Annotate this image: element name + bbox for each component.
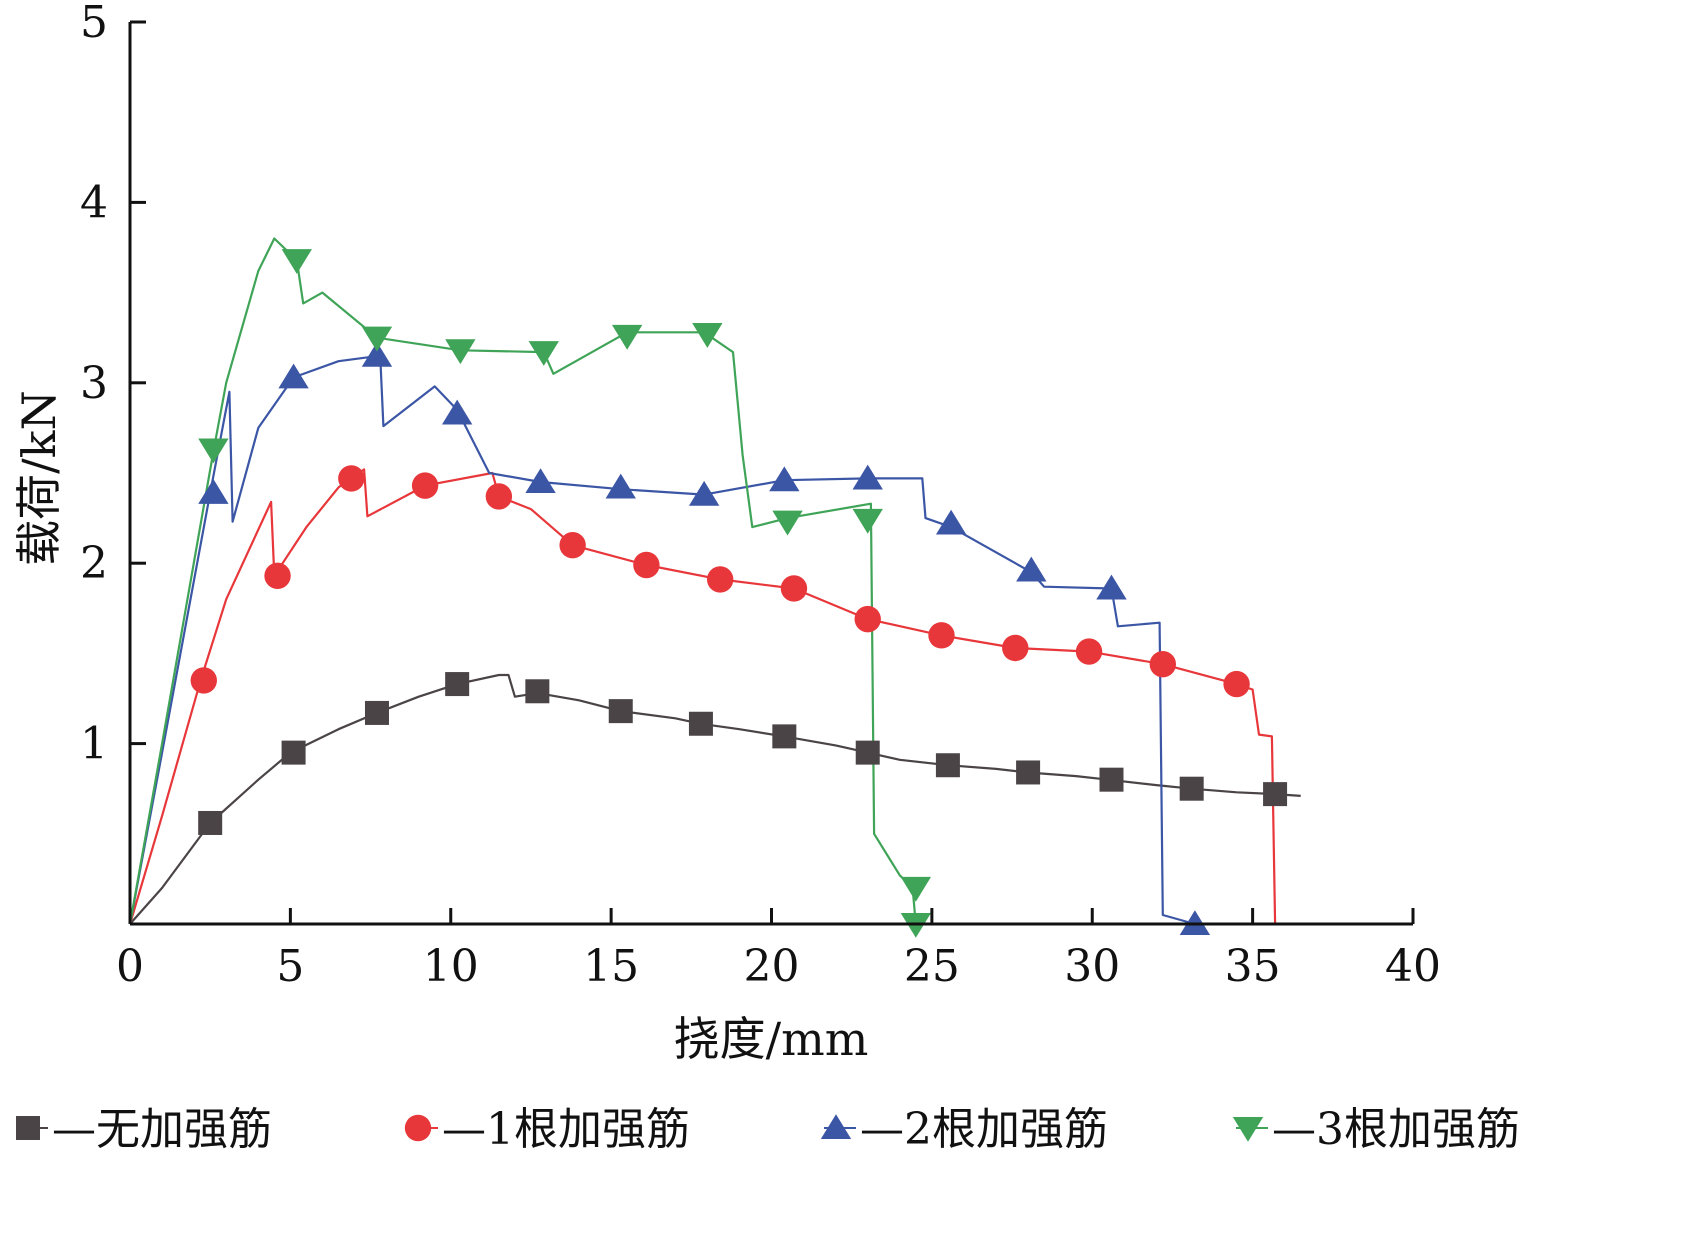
- axes: [128, 22, 1413, 926]
- data-point-series-1: [445, 672, 470, 697]
- data-point-series-2: [411, 472, 439, 499]
- data-point-series-4: [852, 508, 883, 534]
- series-line-1: [129, 673, 1301, 925]
- data-point-series-4: [445, 339, 476, 365]
- data-point-series-3: [441, 399, 473, 425]
- data-point-series-3: [935, 509, 967, 535]
- data-point-series-3: [525, 468, 556, 494]
- data-point-series-2: [780, 575, 808, 602]
- data-point-series-1: [935, 753, 960, 778]
- legend-marker-4: [1232, 1116, 1264, 1142]
- data-point-series-4: [361, 326, 393, 352]
- x-tick-label: 30: [1064, 941, 1120, 992]
- series-markers: [190, 249, 1288, 938]
- data-point-series-3: [605, 473, 636, 499]
- data-point-series-2: [264, 562, 291, 590]
- y-tick-label: 3: [80, 358, 108, 409]
- y-tick-label: 4: [80, 177, 108, 228]
- data-point-series-3: [852, 464, 883, 490]
- x-tick-label: 25: [904, 941, 960, 992]
- data-point-series-2: [706, 566, 734, 593]
- data-point-series-1: [1016, 760, 1041, 785]
- data-point-series-2: [633, 551, 660, 579]
- data-point-series-4: [528, 341, 559, 366]
- data-point-series-4: [772, 510, 803, 536]
- data-point-series-3: [1096, 574, 1127, 600]
- data-point-series-1: [1179, 776, 1204, 801]
- data-point-series-2: [338, 465, 365, 492]
- x-tick-label: 15: [583, 941, 639, 992]
- series-line-2: [128, 468, 1277, 925]
- data-point-series-4: [900, 876, 932, 902]
- x-tick-label: 35: [1225, 941, 1281, 992]
- x-tick-label: 5: [276, 941, 304, 992]
- data-point-series-1: [608, 699, 633, 724]
- x-axis-title: 挠度/mm: [674, 1012, 869, 1066]
- data-point-series-2: [1223, 670, 1250, 698]
- data-point-series-2: [190, 667, 217, 694]
- legend-label-1: —无加强筋: [52, 1104, 272, 1155]
- data-point-series-1: [525, 679, 550, 704]
- y-axis-title: 载荷/kN: [12, 390, 66, 566]
- x-tick-label: 0: [116, 941, 144, 992]
- legend-label-4: —3根加强筋: [1272, 1104, 1520, 1155]
- data-point-series-3: [769, 466, 800, 492]
- x-tick-label: 40: [1385, 941, 1441, 992]
- data-point-series-1: [855, 740, 880, 765]
- y-tick-label: 1: [80, 719, 108, 770]
- data-point-series-1: [364, 700, 389, 725]
- data-point-series-1: [1263, 782, 1288, 807]
- data-point-series-2: [1075, 638, 1103, 665]
- legend: —无加强筋 —1根加强筋 —2根加强筋 —3根加强筋: [16, 1104, 1520, 1155]
- series-line-4: [128, 237, 917, 925]
- data-point-series-3: [361, 341, 393, 367]
- data-point-series-3: [198, 479, 229, 504]
- data-point-series-4: [281, 249, 312, 274]
- data-point-series-1: [198, 810, 223, 835]
- data-point-series-4: [611, 324, 643, 350]
- data-point-series-2: [854, 605, 881, 633]
- y-tick-label: 5: [80, 0, 108, 48]
- data-point-series-1: [281, 740, 306, 765]
- data-point-series-4: [692, 323, 723, 348]
- data-point-series-4: [198, 438, 229, 464]
- y-tick-label: 2: [80, 538, 108, 589]
- data-point-series-1: [1099, 767, 1124, 792]
- legend-label-2: —1根加强筋: [442, 1104, 690, 1155]
- legend-marker-3: [820, 1114, 852, 1140]
- data-point-series-2: [928, 622, 955, 649]
- legend-label-3: —2根加强筋: [860, 1104, 1108, 1155]
- data-point-series-2: [485, 483, 513, 510]
- data-point-series-2: [1002, 634, 1029, 662]
- data-point-series-2: [559, 531, 586, 559]
- series-line-3: [128, 354, 1196, 926]
- axis-ticks: 0 5 10 15 20 25 30 35 40 1 2 3 4 5: [80, 0, 1441, 992]
- data-point-series-1: [688, 711, 713, 736]
- legend-marker-1: [16, 1116, 40, 1140]
- legend-marker-2: [404, 1114, 432, 1142]
- x-tick-label: 10: [423, 941, 479, 992]
- x-tick-label: 20: [744, 941, 800, 992]
- data-point-series-2: [1149, 651, 1177, 678]
- data-point-series-3: [1016, 556, 1047, 582]
- data-point-series-3: [688, 480, 720, 506]
- data-point-series-1: [772, 724, 797, 749]
- data-point-series-3: [278, 363, 309, 389]
